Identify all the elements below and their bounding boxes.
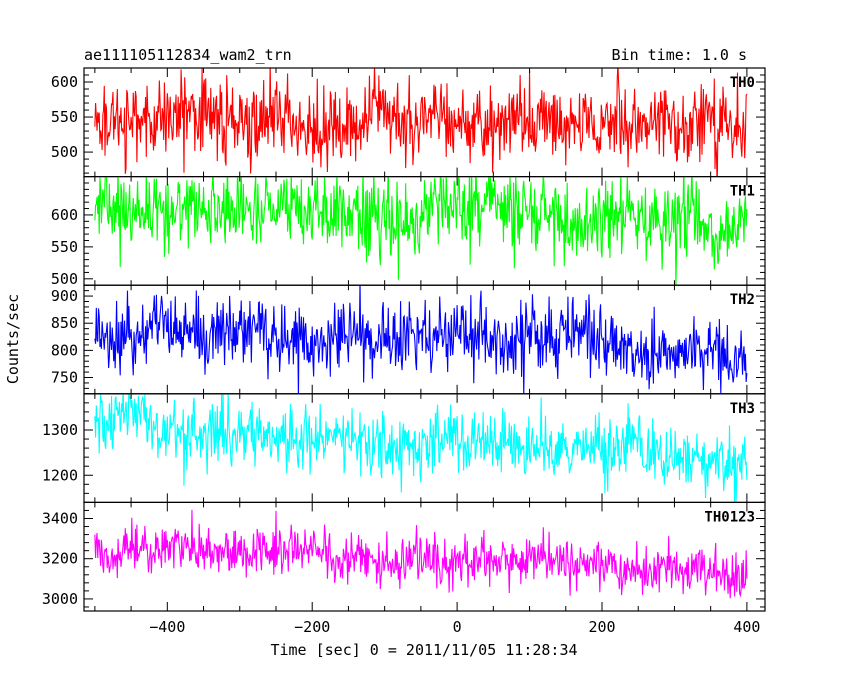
panel-th0: 500 550 600 TH0 [51, 67, 766, 178]
series-line-th2 [94, 285, 748, 394]
y-tick-label: 800 [51, 341, 78, 359]
series-line-th3 [94, 393, 748, 503]
y-tick-label: 850 [51, 314, 78, 332]
y-tick-label: 1300 [42, 421, 78, 439]
x-tick-label: 0 [453, 618, 462, 636]
y-tick-label: 500 [51, 143, 78, 161]
panel-th0123: 3000 3200 3400 TH0123 [42, 501, 766, 612]
panel-label-th2: TH2 [730, 292, 755, 308]
panel-label-th0: TH0 [730, 75, 755, 91]
x-axis: −400 −200 0 200 400 [149, 618, 760, 636]
y-tick-label: 550 [51, 108, 78, 126]
x-tick-label: −400 [149, 618, 185, 636]
panel-label-th1: TH1 [730, 184, 755, 200]
x-tick-label: −200 [294, 618, 330, 636]
panel-th1: 500 550 600 TH1 [51, 176, 766, 288]
y-tick-label: 550 [51, 238, 78, 256]
y-tick-label: 900 [51, 287, 78, 305]
y-axis-label: Counts/sec [4, 294, 22, 384]
y-tick-label: 500 [51, 270, 78, 288]
panels-group: 500 550 600 TH0 500 550 600 TH1 750 800 850 900 TH2 1… [42, 67, 766, 612]
series-line-th0 [94, 68, 748, 177]
series-line-th1 [94, 176, 748, 286]
chart-title-right: Bin time: 1.0 s [612, 46, 747, 64]
panel-frame [83, 501, 766, 612]
y-tick-label: 600 [51, 206, 78, 224]
panel-th3: 1200 1300 TH3 [42, 393, 766, 503]
y-tick-label: 600 [51, 73, 78, 91]
panel-label-th0123: TH0123 [704, 509, 755, 525]
y-tick-label: 750 [51, 369, 78, 387]
y-tick-label: 1200 [42, 466, 78, 484]
y-tick-label: 3400 [42, 509, 78, 527]
panel-th2: 750 800 850 900 TH2 [51, 284, 766, 395]
series-line-th0123 [94, 509, 748, 599]
x-tick-label: 400 [733, 618, 760, 636]
x-tick-label: 200 [588, 618, 615, 636]
chart-title-left: ae111105112834_wam2_trn [84, 46, 292, 64]
y-tick-label: 3000 [42, 590, 78, 608]
y-tick-label: 3200 [42, 550, 78, 568]
panel-label-th3: TH3 [730, 401, 755, 417]
x-axis-label: Time [sec] 0 = 2011/11/05 11:28:34 [270, 641, 577, 659]
